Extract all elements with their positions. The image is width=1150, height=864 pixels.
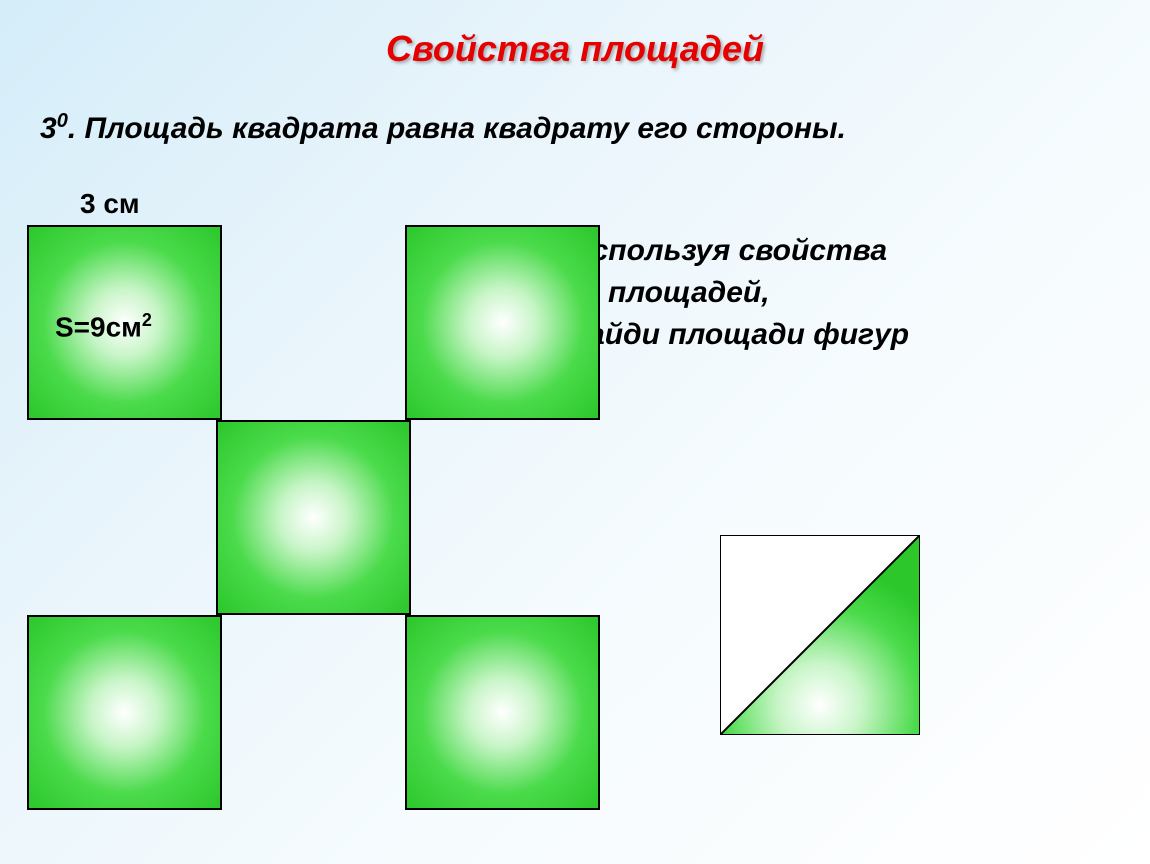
page-title: Свойства площадей	[0, 28, 1150, 70]
property-number-sup: 0	[57, 110, 68, 132]
side-label: 3 см	[80, 188, 140, 220]
instruction-line1: Используя свойства	[570, 230, 909, 272]
instruction-line2: площадей,	[570, 272, 909, 314]
area-formula: S=9см2	[55, 310, 152, 343]
green-square-4	[27, 615, 222, 810]
property-text: . Площадь квадрата равна квадрату его ст…	[68, 112, 846, 145]
property-number: 3	[40, 112, 57, 145]
area-prefix: S=9см	[55, 311, 142, 342]
area-sup: 2	[142, 310, 152, 330]
triangle-svg	[720, 535, 920, 735]
green-square-5	[405, 615, 600, 810]
triangle-figure	[720, 535, 920, 735]
instruction-text: Используя свойства площадей, найди площа…	[570, 230, 909, 356]
green-square-2	[405, 225, 600, 420]
instruction-line3: найди площади фигур	[570, 314, 909, 356]
green-square-3	[216, 420, 411, 615]
property-statement: 30. Площадь квадрата равна квадрату его …	[40, 110, 846, 146]
